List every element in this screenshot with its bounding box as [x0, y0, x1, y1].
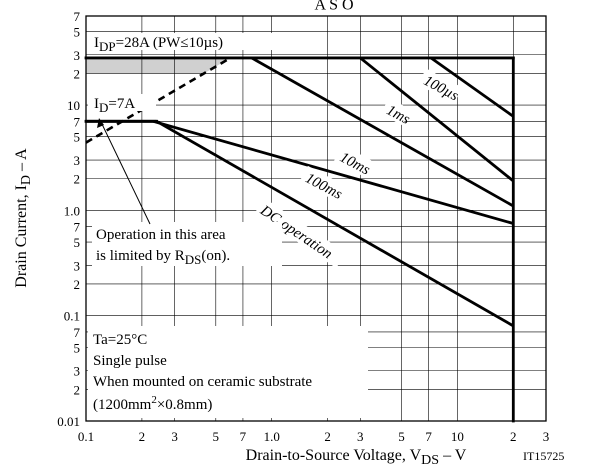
y-axis-label: Drain Current, ID – A [13, 148, 34, 288]
idp-label-bg [88, 33, 283, 50]
y-tick-label: 3 [74, 258, 81, 273]
figure-code: IT15725 [523, 449, 564, 463]
series-line [359, 56, 515, 183]
y-tick-label: 7 [74, 114, 81, 129]
y-tick-label: 3 [74, 48, 81, 63]
series-label-bg [380, 97, 411, 126]
area-note-line2: is limited by RDS(on). [96, 248, 230, 267]
rds-on-limit-line [85, 56, 232, 144]
y-tick-label: 3 [74, 364, 81, 379]
plot-frame [85, 15, 547, 422]
area-note-arrowhead [97, 118, 104, 128]
condition-line: (1200mm2×0.8mm) [93, 394, 212, 413]
y-tick-label: 7 [74, 220, 81, 235]
y-tick-label: 5 [74, 130, 81, 145]
y-tick-label: 7 [74, 325, 81, 340]
y-tick-label: 5 [74, 235, 81, 250]
y-tick-label: 5 [74, 24, 81, 39]
id-label: ID=7A [94, 96, 135, 115]
x-tick-label: 7 [240, 429, 247, 444]
series-label: 1ms [384, 102, 413, 128]
series-label-bg [333, 144, 372, 177]
idp-label: IDP=28A (PW≤10µs) [94, 35, 223, 54]
x-tick-label: 5 [213, 429, 220, 444]
series-label-bg [417, 68, 463, 104]
y-tick-label: 2 [74, 277, 81, 292]
condition-line: Single pulse [93, 353, 167, 369]
y-tick-label: 5 [74, 340, 81, 355]
area-note-bg [92, 222, 282, 266]
y-tick-label: 2 [74, 382, 81, 397]
series-label-bg [299, 165, 345, 202]
x-axis-label: Drain-to-Source Voltage, VDS – V [246, 447, 467, 468]
series-line [155, 120, 514, 328]
series-label-bg [254, 198, 347, 268]
y-tick-label: 3 [74, 153, 81, 168]
limit-lines [84, 56, 515, 423]
id-label-bg [88, 94, 156, 111]
x-tick-labels: 0.1 2 3 5 7 1.0 2 3 5 7 10 2 3 [78, 429, 549, 444]
chart-title: A S O [314, 0, 353, 14]
y-tick-label: 10 [67, 98, 80, 113]
x-tick-label: 2 [139, 429, 146, 444]
area-note-arrow [100, 121, 151, 225]
y-tick-label: 2 [74, 172, 81, 187]
x-tick-label: 10 [451, 429, 464, 444]
y-tick-label: 0.1 [64, 309, 80, 324]
condition-line: Ta=25°C [93, 332, 147, 348]
svg-text:Drain Current, ID – A: Drain Current, ID – A [13, 148, 34, 288]
x-tick-label: 2 [510, 429, 517, 444]
x-tick-label: 5 [398, 429, 405, 444]
area-note-line1: Operation in this area [96, 227, 226, 243]
x-tick-label: 2 [324, 429, 331, 444]
y-tick-label: 0.01 [57, 414, 80, 429]
y-tick-label: 1.0 [64, 203, 80, 218]
x-tick-label: 1.0 [264, 429, 280, 444]
series-line [250, 56, 514, 208]
y-tick-label: 2 [74, 66, 81, 81]
x-tick-label: 0.1 [78, 429, 94, 444]
x-tick-label: 3 [171, 429, 178, 444]
soa-series [152, 56, 515, 328]
series-line [152, 119, 514, 225]
x-tick-label: 3 [357, 429, 364, 444]
conditions-bg [88, 326, 368, 418]
series-line [430, 56, 515, 118]
x-tick-label: 7 [425, 429, 432, 444]
x-tick-label: 3 [543, 429, 550, 444]
condition-line: When mounted on ceramic substrate [93, 374, 312, 390]
y-tick-label: 7 [74, 9, 81, 24]
